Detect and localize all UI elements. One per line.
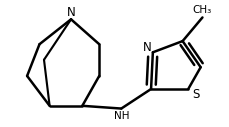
Text: CH₃: CH₃ bbox=[192, 5, 211, 15]
Text: S: S bbox=[192, 88, 199, 101]
Text: N: N bbox=[142, 41, 151, 54]
Text: N: N bbox=[66, 6, 75, 19]
Text: NH: NH bbox=[113, 111, 128, 121]
